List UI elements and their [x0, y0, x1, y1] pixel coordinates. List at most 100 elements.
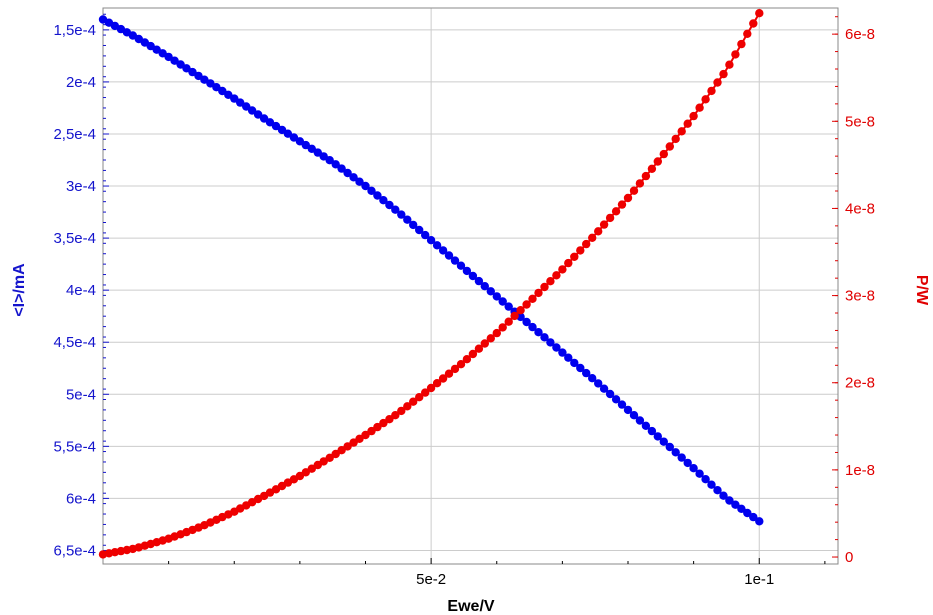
current-data-point: [617, 400, 627, 409]
power-data-point: [456, 360, 466, 369]
left-tick-label: 6,5e-4: [53, 542, 96, 559]
power-data-point: [576, 246, 585, 255]
current-data-point: [462, 266, 472, 276]
current-data-point: [164, 52, 173, 62]
power-data-point: [355, 434, 364, 443]
power-data-point: [737, 39, 746, 49]
power-data-point: [432, 379, 442, 388]
right-tick-label: 0: [845, 549, 853, 566]
current-data-point: [456, 261, 466, 270]
current-data-point: [432, 241, 442, 250]
current-data-point: [188, 67, 197, 77]
power-data-point: [594, 227, 603, 236]
power-data-point: [605, 213, 615, 223]
left-axis-title: <I>/mA: [11, 263, 28, 317]
power-data-point: [379, 418, 388, 428]
current-data-point: [415, 225, 424, 235]
left-tick-label: 2e-4: [66, 74, 96, 91]
right-tick-label: 6e-8: [845, 26, 875, 43]
current-data-point: [629, 411, 639, 420]
power-data-point: [337, 446, 346, 455]
current-data-point: [247, 106, 257, 115]
current-data-point: [253, 110, 263, 119]
left-tick-label: 1,5e-4: [53, 22, 96, 39]
power-data-point: [570, 252, 579, 261]
current-data-point: [683, 458, 692, 468]
current-data-point: [355, 177, 364, 186]
current-data-point: [641, 421, 651, 430]
current-data-point: [206, 79, 215, 88]
current-data-point: [665, 442, 674, 452]
power-data-point: [373, 422, 382, 432]
current-data-point: [486, 287, 495, 296]
power-data-point: [403, 402, 412, 411]
power-data-point: [540, 282, 549, 292]
current-data-point: [468, 271, 478, 281]
power-data-point: [462, 355, 472, 364]
left-tick-label: 6e-4: [66, 490, 96, 507]
current-data-point: [540, 333, 549, 342]
current-data-point: [200, 75, 209, 84]
current-data-point: [444, 251, 454, 260]
current-data-point: [701, 475, 710, 484]
power-data-point: [719, 69, 728, 79]
current-data-point: [635, 416, 645, 425]
current-data-point: [230, 94, 239, 103]
current-data-point: [546, 338, 555, 347]
power-data-point: [731, 50, 740, 59]
power-data-point: [653, 157, 662, 166]
x-tick-label: 5e-2: [416, 571, 446, 588]
power-data-point: [611, 207, 621, 216]
current-data-point: [605, 389, 615, 399]
current-data-point: [588, 374, 597, 383]
current-data-point: [283, 129, 293, 138]
current-data-point: [373, 191, 382, 200]
power-data-point: [307, 464, 316, 473]
power-data-point: [426, 383, 436, 393]
left-tick-label: 3,5e-4: [53, 230, 96, 247]
right-tick-label: 2e-8: [845, 375, 875, 392]
current-data-point: [379, 196, 388, 205]
current-data-point: [242, 102, 251, 111]
power-data-point: [522, 300, 531, 309]
power-data-point: [474, 344, 484, 353]
right-axis: 0 1e-8 2e-8 3e-8 4e-8 5e-8 6e-8: [832, 16, 875, 566]
current-data-point: [218, 86, 227, 96]
power-data-point: [516, 306, 525, 315]
current-data-point: [564, 353, 573, 362]
power-data-point: [480, 339, 489, 348]
power-data-point: [635, 179, 645, 188]
current-data-point: [504, 302, 513, 311]
current-data-point: [385, 200, 394, 210]
current-data-point: [391, 205, 400, 214]
power-data-point: [659, 149, 668, 159]
x-tick-label: 1e-1: [744, 571, 774, 588]
current-data-point: [749, 512, 758, 522]
current-data-point: [343, 168, 352, 178]
power-data-point: [707, 86, 716, 96]
current-data-point: [498, 297, 507, 306]
current-data-point: [731, 500, 740, 509]
current-data-point: [236, 98, 245, 107]
current-data-point: [528, 322, 537, 332]
power-data-point: [361, 430, 370, 440]
power-data-point: [385, 415, 394, 424]
power-data-point: [325, 453, 334, 462]
current-data-point: [743, 508, 752, 518]
current-data-point: [534, 328, 543, 337]
current-data-point: [474, 276, 484, 286]
right-tick-label: 4e-8: [845, 200, 875, 217]
left-tick-label: 4e-4: [66, 282, 96, 299]
current-data-point: [623, 405, 633, 415]
current-data-point: [331, 160, 340, 169]
current-data-point: [361, 181, 370, 191]
current-data-point: [289, 133, 299, 142]
power-data-point: [582, 239, 591, 249]
current-data-point: [182, 64, 191, 73]
power-data-point: [450, 364, 460, 374]
current-data-point: [265, 118, 275, 127]
current-data-point: [737, 504, 746, 513]
power-data-point: [588, 233, 597, 242]
x-axis-title: Ewe/V: [447, 598, 494, 615]
